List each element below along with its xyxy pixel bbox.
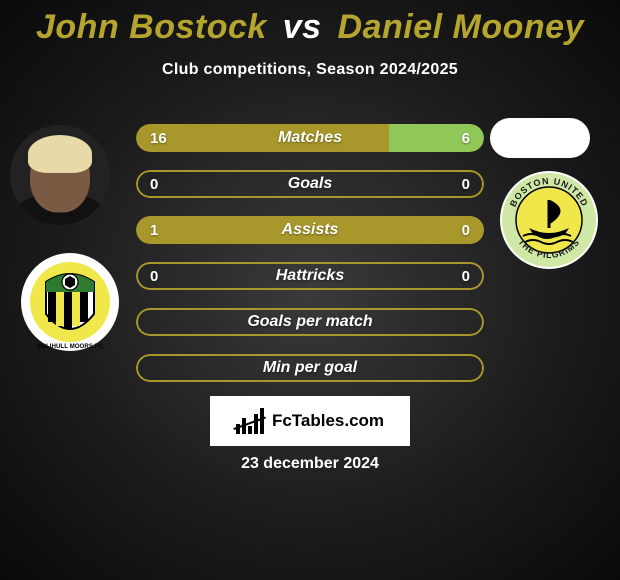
brand-text: FcTables.com [272,411,384,431]
player1-avatar [10,125,110,225]
player1-club-crest: SOLIHULL MOORS FC [20,252,120,352]
player2-name: Daniel Mooney [338,8,584,46]
stat-label: Min per goal [136,354,484,382]
stat-label: Goals per match [136,308,484,336]
brand-badge: FcTables.com [210,396,410,446]
player2-avatar [490,118,590,158]
stat-row: Goals per match [136,308,484,336]
comparison-title: John Bostock vs Daniel Mooney [0,0,620,47]
subtitle: Club competitions, Season 2024/2025 [0,61,620,79]
stat-label: Goals [136,170,484,198]
stat-row: Min per goal [136,354,484,382]
stats-bars: 166Matches 00Goals 10Assists 00Hattricks Goa… [136,124,484,400]
player1-name: John Bostock [36,8,267,46]
stat-row: 00Hattricks [136,262,484,290]
player2-club-crest: BOSTON UNITED THE PILGRIMS [499,170,599,270]
brand-icon [236,408,266,434]
stat-row: 10Assists [136,216,484,244]
stat-row: 00Goals [136,170,484,198]
stat-label: Assists [136,216,484,244]
stat-label: Hattricks [136,262,484,290]
date-text: 23 december 2024 [0,455,620,473]
vs-text: vs [283,8,322,46]
svg-text:SOLIHULL MOORS FC: SOLIHULL MOORS FC [37,343,103,350]
stat-label: Matches [136,124,484,152]
stat-row: 166Matches [136,124,484,152]
